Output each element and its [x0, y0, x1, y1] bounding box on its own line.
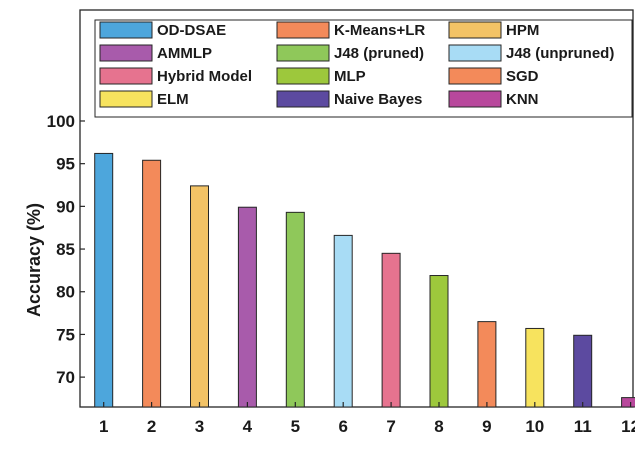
bar-2	[142, 159, 162, 408]
bar-6	[333, 234, 353, 408]
y-tick-label: 70	[56, 368, 75, 387]
legend-label: KNN	[506, 91, 539, 108]
x-tick-label: 11	[574, 417, 592, 436]
legend-swatch	[448, 44, 502, 62]
bar-9	[477, 321, 497, 408]
bar-4	[237, 206, 257, 408]
bar-5	[285, 211, 305, 408]
y-tick-label: 100	[47, 112, 75, 131]
legend-label: AMMLP	[157, 45, 212, 62]
legend-label: ELM	[157, 91, 189, 108]
x-tick-label: 3	[195, 417, 204, 436]
legend-swatch	[276, 21, 330, 39]
legend-swatch	[99, 44, 153, 62]
legend-label: J48 (pruned)	[334, 45, 424, 62]
x-tick-label: 7	[386, 417, 395, 436]
legend-swatch	[276, 67, 330, 85]
legend-swatch	[448, 90, 502, 108]
legend-box	[94, 19, 633, 118]
bar-11	[573, 334, 593, 408]
legend-swatch	[99, 90, 153, 108]
bar-7	[381, 252, 401, 408]
bar-3	[190, 185, 209, 408]
legend-label: K-Means+LR	[334, 22, 425, 39]
x-tick-label: 4	[243, 417, 253, 436]
x-tick-label: 5	[291, 417, 300, 436]
y-tick-label: 75	[56, 325, 75, 344]
y-tick-label: 85	[56, 240, 75, 259]
x-tick-label: 9	[482, 417, 491, 436]
legend-label: Naive Bayes	[334, 91, 422, 108]
legend-swatch	[276, 90, 330, 108]
legend-label: HPM	[506, 22, 539, 39]
axes-group: 123456789101112707580859095100	[47, 112, 635, 436]
legend-swatch	[99, 67, 153, 85]
legend-swatch	[448, 67, 502, 85]
y-tick-label: 80	[56, 283, 75, 302]
legend-label: OD-DSAE	[157, 22, 226, 39]
x-tick-label: 8	[434, 417, 443, 436]
bar-10	[525, 327, 545, 408]
x-tick-label: 2	[147, 417, 156, 436]
y-axis-title: Accuracy (%)	[24, 203, 44, 317]
legend-label: SGD	[506, 68, 539, 85]
legend-swatch	[99, 21, 153, 39]
y-tick-label: 95	[56, 155, 75, 174]
legend-label: Hybrid Model	[157, 68, 252, 85]
x-tick-label: 1	[99, 417, 108, 436]
legend-label: J48 (unpruned)	[506, 45, 614, 62]
bar-1	[94, 152, 114, 408]
x-tick-label: 6	[338, 417, 347, 436]
legend-label: MLP	[334, 68, 366, 85]
x-tick-label: 10	[525, 417, 544, 436]
x-tick-label: 12	[621, 417, 635, 436]
bar-12	[621, 397, 635, 408]
legend: OD-DSAE K-Means+LR HPM AMMLP J48 (pruned) J48…	[94, 19, 633, 118]
legend-swatch	[276, 44, 330, 62]
bars-group	[94, 152, 635, 408]
y-tick-label: 90	[56, 197, 75, 216]
legend-swatch	[448, 21, 502, 39]
bar-8	[429, 275, 449, 408]
